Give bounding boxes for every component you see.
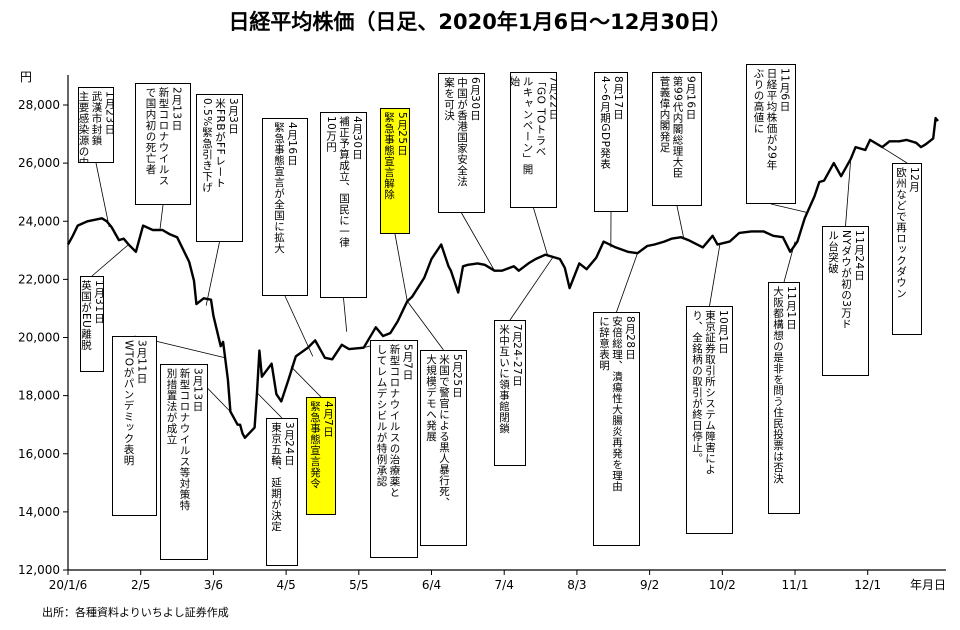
annotation-box: 3月11日 WTOがパンデミック表明 <box>112 336 157 516</box>
annotation-box: 1月31日 英国がEU離脱 <box>80 276 104 372</box>
annotation-box: 9月16日 第99代内閣総理大臣 菅義偉内閣発足 <box>652 72 702 206</box>
callout-line <box>343 297 348 332</box>
x-tick-label: 5/5 <box>349 578 368 592</box>
annotation-box: 8月28日 安倍総理、潰瘍性大腸炎再発を理由 に辞意表明 <box>593 312 640 546</box>
annotation-box: 2月13日 新型コロナウイルス で国内初の死亡者 <box>135 83 191 205</box>
callout-line <box>406 300 444 351</box>
annotation-box: 6月30日 中国が香港国家安全法 案を可決 <box>438 73 485 213</box>
annotation-box: 5月25日 緊急事態宣言解除 <box>380 108 410 234</box>
annotation-text: 1月23日 武漢市封鎖 主要感染源の中国 <box>78 91 114 163</box>
callout-line <box>676 205 684 238</box>
chart-title: 日経平均株価（日足、2020年1月6日〜12月30日） <box>228 10 732 34</box>
annotation-box: 7月24-27日 米中互いに領事館閉鎖 <box>494 320 526 466</box>
annotation-text: 3月3日 米FRBがFFレート 0.5%緊急引き下げ <box>201 98 239 193</box>
x-tick-label: 8/3 <box>567 578 586 592</box>
callout-line <box>616 253 638 313</box>
callout-line <box>159 204 164 229</box>
annotation-text: 1月31日 英国がEU離脱 <box>80 280 104 351</box>
x-tick-label: 11/1 <box>782 578 809 592</box>
annotation-text: 2月13日 新型コロナウイルス で国内初の死亡者 <box>144 87 183 186</box>
callout-line <box>256 392 283 419</box>
annotation-text: 12月 欧州などで再ロックダウン <box>895 167 920 299</box>
callout-line <box>533 207 549 257</box>
annotation-box: 3月3日 米FRBがFFレート 0.5%緊急引き下げ <box>196 94 243 242</box>
callout-line <box>95 162 110 228</box>
annotation-box: 4月16日 緊急事態宣言が全国に拡大 <box>262 118 308 296</box>
annotation-box: 5月25日 米国で警官による黒人暴行死、 大規模デモへ発展 <box>420 350 467 546</box>
callout-line <box>290 366 322 398</box>
source-note: 出所：各種資料よりいちよし証券作成 <box>42 606 229 619</box>
annotation-text: 11月6日 日経平均株価が29年 ぶりの高値に <box>752 68 791 171</box>
annotation-text: 4月16日 緊急事態宣言が全国に拡大 <box>273 122 298 254</box>
x-tick-label: 9/2 <box>640 578 659 592</box>
annotation-box: 5月7日 新型コロナウイルスの治療薬と してレムデシビルが特例承認 <box>370 340 418 558</box>
y-tick-label: 28,000 <box>18 98 60 112</box>
x-axis-label: 年月日 <box>910 578 946 592</box>
x-tick-label: 6/4 <box>422 578 441 592</box>
price-line <box>66 116 939 439</box>
annotation-text: 5月25日 緊急事態宣言解除 <box>383 112 408 200</box>
annotation-text: 3月11日 WTOがパンデミック表明 <box>122 340 148 466</box>
annotation-text: 3月24日 東京五輪、延期が決定 <box>270 422 295 532</box>
y-tick-label: 22,000 <box>18 272 60 286</box>
annotation-text: 7月22日 「GO TOトラベ ルキャンペーン」開 始 <box>510 76 557 175</box>
y-tick-label: 14,000 <box>18 505 60 519</box>
chart-series <box>66 116 939 439</box>
x-tick-label: 10/2 <box>709 578 736 592</box>
y-tick-label: 12,000 <box>18 563 60 577</box>
y-axis-label: 円 <box>20 70 32 84</box>
callout-line <box>770 203 808 213</box>
callout-line <box>394 233 408 302</box>
annotation-text: 8月17日 4〜6月期GDP発表 <box>599 76 624 170</box>
annotation-box: 8月17日 4〜6月期GDP発表 <box>594 72 628 212</box>
annotation-box: 4月7日 緊急事態宣言発令 <box>306 397 336 515</box>
annotation-text: 7月24-27日 米中互いに領事館閉鎖 <box>498 324 523 434</box>
annotation-box: 3月13日 新型コロナウイルス等対策特 別措置法が成立 <box>160 364 208 560</box>
annotation-text: 6月30日 中国が香港国家安全法 案を可決 <box>443 77 481 187</box>
chart-axes: 12,000 14,000 16,000 18,000 20,000 22,000 24,0… <box>18 70 946 592</box>
annotation-box: 12月 欧州などで再ロックダウン <box>892 163 922 335</box>
annotation-text: 4月30日 補正予算成立、国民に一律 10万円 <box>325 116 363 248</box>
callout-line <box>205 241 220 306</box>
annotation-text: 3月13日 新型コロナウイルス等対策特 別措置法が成立 <box>165 368 204 511</box>
annotation-text: 9月16日 第99代内閣総理大臣 菅義偉内閣発足 <box>658 76 697 179</box>
annotation-text: 4月7日 緊急事態宣言発令 <box>309 401 334 489</box>
annotation-text: 11月24日 NYダウが初の3万ド ル台突破 <box>827 230 865 330</box>
annotation-text: 8月28日 安倍総理、潰瘍性大腸炎再発を理由 に辞意表明 <box>598 316 636 492</box>
annotation-box: 4月30日 補正予算成立、国民に一律 10万円 <box>320 112 367 298</box>
annotation-box: 11月1日 大阪都構想の是非を問う住民投票は否決 <box>768 282 800 514</box>
annotation-text: 10月1日 東京証券取引所システム障害によ り、全銘柄の取引が終日停止。 <box>691 310 729 475</box>
x-tick-label: 12/1 <box>854 578 881 592</box>
x-tick-label: 4/5 <box>276 578 295 592</box>
y-tick-label: 18,000 <box>18 389 60 403</box>
y-tick-label: 26,000 <box>18 156 60 170</box>
callout-line <box>461 212 495 271</box>
y-tick-label: 20,000 <box>18 331 60 345</box>
callout-line <box>509 257 554 321</box>
x-tick-label: 7/4 <box>495 578 514 592</box>
annotation-text: 5月7日 新型コロナウイルスの治療薬と してレムデシビルが特例承認 <box>375 344 414 498</box>
y-tick-label: 16,000 <box>18 447 60 461</box>
annotation-box: 1月23日 武漢市封鎖 主要感染源の中国 <box>78 87 114 163</box>
callout-line <box>845 158 852 227</box>
callout-line <box>709 244 721 307</box>
annotation-box: 11月6日 日経平均株価が29年 ぶりの高値に <box>746 64 796 204</box>
annotation-box: 10月1日 東京証券取引所システム障害によ り、全銘柄の取引が終日停止。 <box>686 306 733 534</box>
x-tick-label: 3/6 <box>204 578 223 592</box>
y-tick-label: 24,000 <box>18 214 60 228</box>
annotation-box: 7月22日 「GO TOトラベ ルキャンペーン」開 始 <box>510 72 557 208</box>
annotation-box: 11月24日 NYダウが初の3万ド ル台突破 <box>822 226 869 376</box>
callout-line <box>91 244 129 277</box>
x-tick-label: 20/1/6 <box>49 578 88 592</box>
x-tick-label: 2/5 <box>131 578 150 592</box>
annotation-text: 11月1日 大阪都構想の是非を問う住民投票は否決 <box>772 286 797 484</box>
annotation-text: 5月25日 米国で警官による黒人暴行死、 大規模デモへ発展 <box>425 354 463 508</box>
annotation-box: 3月24日 東京五輪、延期が決定 <box>266 418 298 566</box>
